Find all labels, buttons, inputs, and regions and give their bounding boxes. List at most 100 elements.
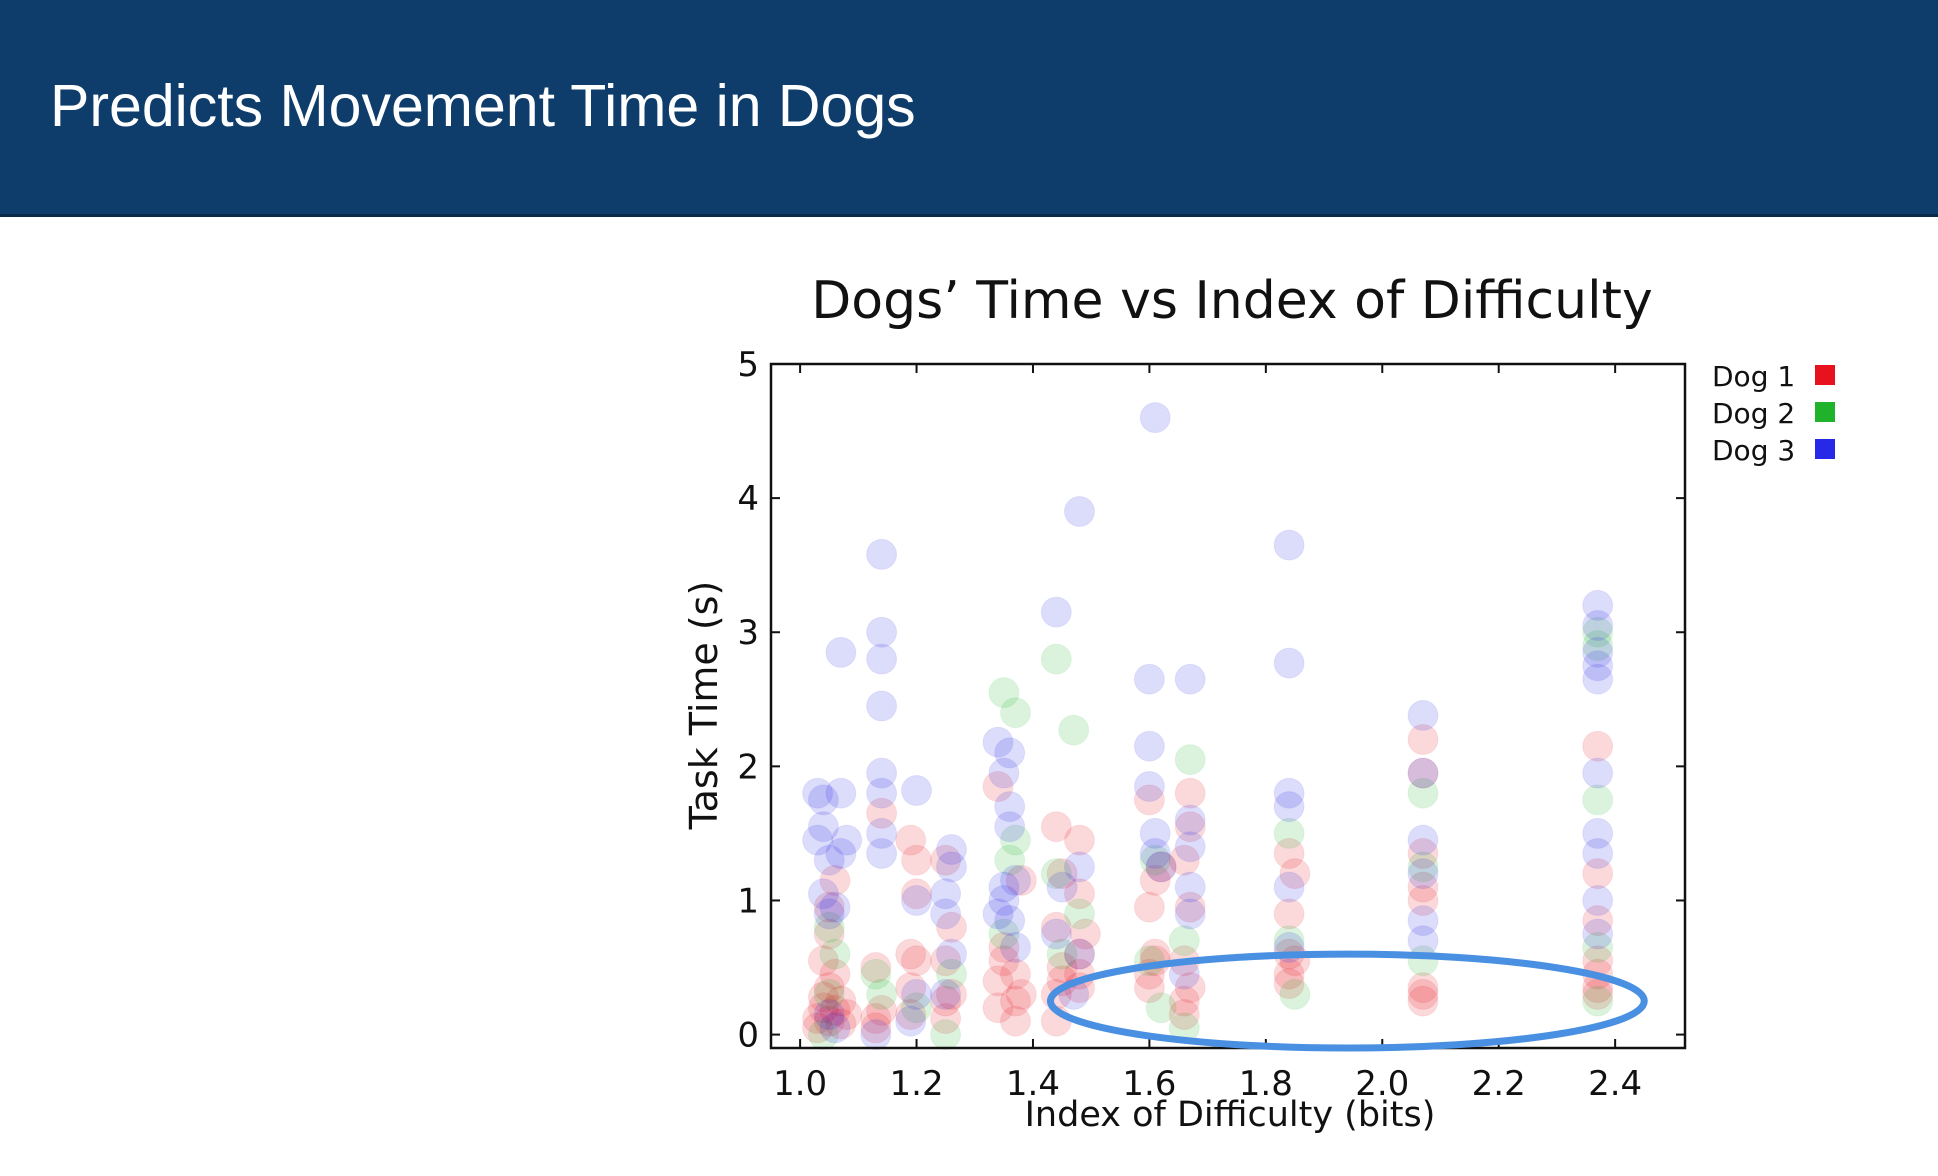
data-point: [1000, 824, 1031, 856]
y-tick-label: 5: [737, 345, 759, 385]
data-point: [994, 791, 1026, 823]
data-point: [1273, 647, 1305, 679]
y-tick-label: 3: [737, 613, 759, 653]
data-point: [930, 878, 962, 910]
data-point: [807, 811, 839, 843]
data-point: [1058, 714, 1090, 746]
x-axis-label: Index of Difficulty (bits): [1025, 1095, 1436, 1135]
legend-swatch: [1815, 365, 1835, 385]
data-point: [1139, 844, 1171, 876]
data-point: [1168, 999, 1200, 1030]
data-point: [866, 994, 898, 1026]
data-point: [825, 838, 857, 869]
data-point: [1040, 643, 1072, 675]
plot-frame: [769, 362, 1687, 1050]
data-point: [1174, 777, 1206, 809]
x-tick-label: 1.2: [890, 1064, 944, 1104]
data-point: [1273, 968, 1305, 1000]
data-point: [1133, 972, 1165, 1004]
data-point: [982, 965, 1014, 997]
data-point: [1582, 817, 1614, 849]
data-point: [866, 838, 898, 869]
data-point: [1064, 824, 1095, 856]
y-tick-label: 0: [737, 1016, 759, 1056]
data-point: [819, 938, 851, 970]
data-point: [901, 992, 932, 1024]
data-point: [1174, 972, 1206, 1004]
data-point: [982, 898, 1014, 930]
data-point: [866, 797, 898, 829]
chart-title: Dogs’ Time vs Index of Difficulty: [811, 271, 1652, 331]
data-point: [1174, 831, 1206, 863]
data-point: [988, 885, 1020, 916]
data-point: [1005, 864, 1037, 896]
data-point: [1139, 838, 1171, 869]
data-point: [1046, 871, 1078, 903]
data-point: [982, 726, 1014, 758]
data-point: [802, 1012, 834, 1044]
data-point: [819, 864, 851, 896]
data-point: [1069, 918, 1101, 950]
data-point: [988, 931, 1020, 963]
data-point: [982, 771, 1014, 802]
data-point: [930, 985, 962, 1017]
data-point: [825, 985, 857, 1017]
data-point: [802, 824, 834, 856]
data-point: [1407, 824, 1439, 856]
data-point: [1582, 730, 1614, 762]
data-point: [1139, 864, 1171, 896]
data-point: [819, 994, 851, 1026]
data-point: [860, 1012, 892, 1044]
data-point: [930, 945, 962, 977]
x-tick-label: 2.2: [1472, 1064, 1526, 1104]
data-point: [1582, 784, 1614, 816]
data-point: [1064, 851, 1095, 883]
data-point: [860, 1019, 892, 1051]
data-point: [1273, 777, 1305, 809]
data-point: [1064, 938, 1095, 970]
y-axis-label: Task Time (s): [682, 581, 726, 831]
data-point: [1407, 699, 1439, 731]
data-point: [813, 1005, 845, 1037]
data-point: [895, 999, 927, 1030]
data-point: [994, 737, 1026, 769]
data-point: [825, 1008, 857, 1040]
data-point: [1040, 596, 1072, 628]
data-point: [831, 999, 863, 1030]
data-point: [1407, 972, 1439, 1004]
data-point: [1005, 978, 1037, 1010]
data-point: [1582, 985, 1614, 1017]
data-point: [1168, 844, 1200, 876]
data-point: [819, 1012, 851, 1044]
data-point: [1064, 878, 1095, 910]
data-point: [1000, 985, 1031, 1017]
data-point: [1133, 891, 1165, 923]
data-point: [813, 891, 845, 923]
data-point: [860, 952, 892, 983]
x-tick-label: 1.6: [1122, 1064, 1176, 1104]
data-point: [1582, 858, 1614, 890]
data-point: [1582, 616, 1614, 648]
data-point: [1407, 905, 1439, 937]
data-point: [994, 844, 1026, 876]
data-point: [1407, 985, 1439, 1017]
data-point: [901, 878, 932, 910]
data-point: [1145, 992, 1177, 1024]
y-tick-label: 1: [737, 881, 759, 921]
data-point: [901, 978, 932, 1010]
data-point: [994, 811, 1026, 843]
legend-label: Dog 2: [1712, 397, 1795, 430]
data-point: [1582, 885, 1614, 916]
data-point: [1407, 858, 1439, 890]
data-point: [1174, 898, 1206, 930]
data-point: [1582, 630, 1614, 662]
data-point: [860, 958, 892, 990]
data-point: [1273, 791, 1305, 823]
data-point: [1168, 925, 1200, 957]
data-point: [1000, 864, 1031, 896]
data-point: [1273, 529, 1305, 561]
data-point: [1064, 496, 1095, 527]
data-point: [860, 1003, 892, 1034]
data-point: [819, 958, 851, 990]
